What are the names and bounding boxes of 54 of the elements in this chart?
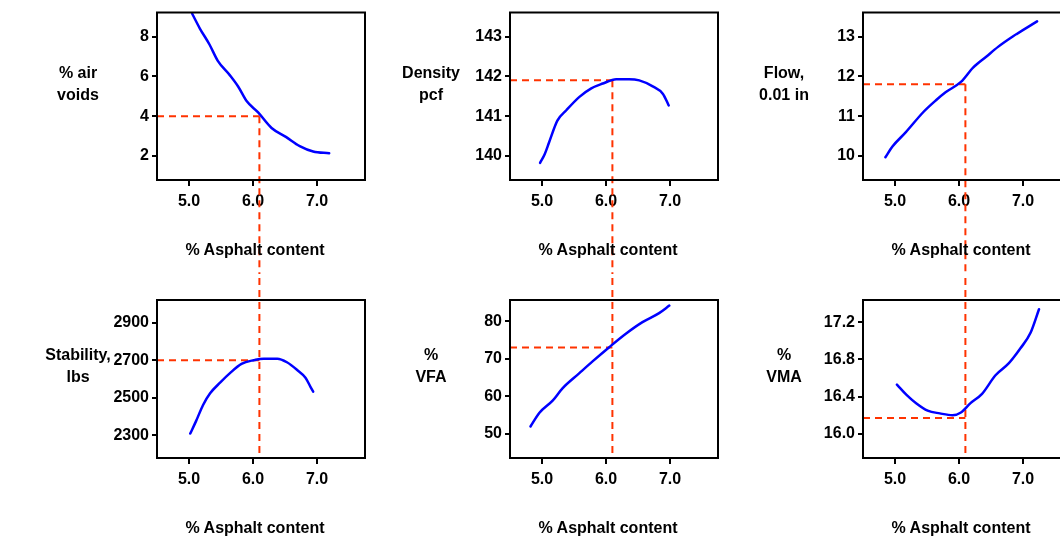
x-axis-title: % Asphalt content xyxy=(538,519,679,537)
y-axis-title: Flow, 0.01 in xyxy=(759,63,809,103)
x-tick-label: 6.0 xyxy=(241,192,265,210)
x-tick-label: 7.0 xyxy=(1011,470,1035,488)
x-tick-label: 5.0 xyxy=(883,192,907,210)
x-tick-label: 6.0 xyxy=(947,192,971,210)
y-tick-label: 2300 xyxy=(113,425,150,443)
y-tick-label: 8 xyxy=(140,26,150,44)
x-tick-label: 5.0 xyxy=(177,470,201,488)
y-tick-label: 13 xyxy=(837,26,856,44)
y-tick-label: 4 xyxy=(140,106,150,124)
y-axis-title: Density pcf xyxy=(402,63,460,103)
x-axis-title: % Asphalt content xyxy=(538,241,679,259)
y-axis-title: % VFA xyxy=(415,346,447,386)
x-tick-label: 5.0 xyxy=(530,192,554,210)
y-tick-label: 141 xyxy=(475,106,503,124)
y-tick-label: 10 xyxy=(837,146,856,164)
y-tick-label: 70 xyxy=(484,349,503,367)
y-tick-label: 140 xyxy=(475,146,503,164)
y-tick-label: 2700 xyxy=(113,350,150,368)
y-tick-label: 6 xyxy=(140,66,150,84)
x-tick-label: 5.0 xyxy=(883,470,907,488)
x-tick-label: 6.0 xyxy=(241,470,265,488)
x-tick-label: 7.0 xyxy=(1011,192,1035,210)
y-tick-label: 143 xyxy=(475,26,503,44)
x-tick-label: 7.0 xyxy=(658,470,682,488)
x-axis-title: % Asphalt content xyxy=(185,519,326,537)
y-axis-title: % VMA xyxy=(766,346,803,386)
x-tick-label: 7.0 xyxy=(658,192,682,210)
y-tick-label: 16.0 xyxy=(823,424,856,442)
y-tick-label: 16.8 xyxy=(823,349,856,367)
y-tick-label: 2 xyxy=(140,146,150,164)
x-tick-label: 6.0 xyxy=(594,470,618,488)
x-axis-title: % Asphalt content xyxy=(185,241,326,259)
y-tick-label: 11 xyxy=(838,106,856,124)
x-tick-label: 5.0 xyxy=(177,192,201,210)
y-tick-label: 16.4 xyxy=(823,387,856,405)
y-tick-label: 2900 xyxy=(113,312,150,330)
x-tick-label: 6.0 xyxy=(947,470,971,488)
y-axis-title: Stability, lbs xyxy=(45,346,111,386)
x-tick-label: 6.0 xyxy=(594,192,618,210)
x-axis-title: % Asphalt content xyxy=(891,241,1032,259)
y-tick-label: 142 xyxy=(475,66,503,84)
y-tick-label: 17.2 xyxy=(823,312,856,330)
y-tick-label: 60 xyxy=(484,386,503,404)
x-tick-label: 5.0 xyxy=(530,470,554,488)
y-tick-label: 80 xyxy=(484,311,503,329)
y-tick-label: 12 xyxy=(837,66,856,84)
x-tick-label: 7.0 xyxy=(305,470,329,488)
x-tick-label: 7.0 xyxy=(305,192,329,210)
y-axis-title: % air voids xyxy=(57,63,99,103)
y-tick-label: 2500 xyxy=(113,388,150,406)
y-tick-label: 50 xyxy=(484,424,503,442)
x-axis-title: % Asphalt content xyxy=(891,519,1032,537)
